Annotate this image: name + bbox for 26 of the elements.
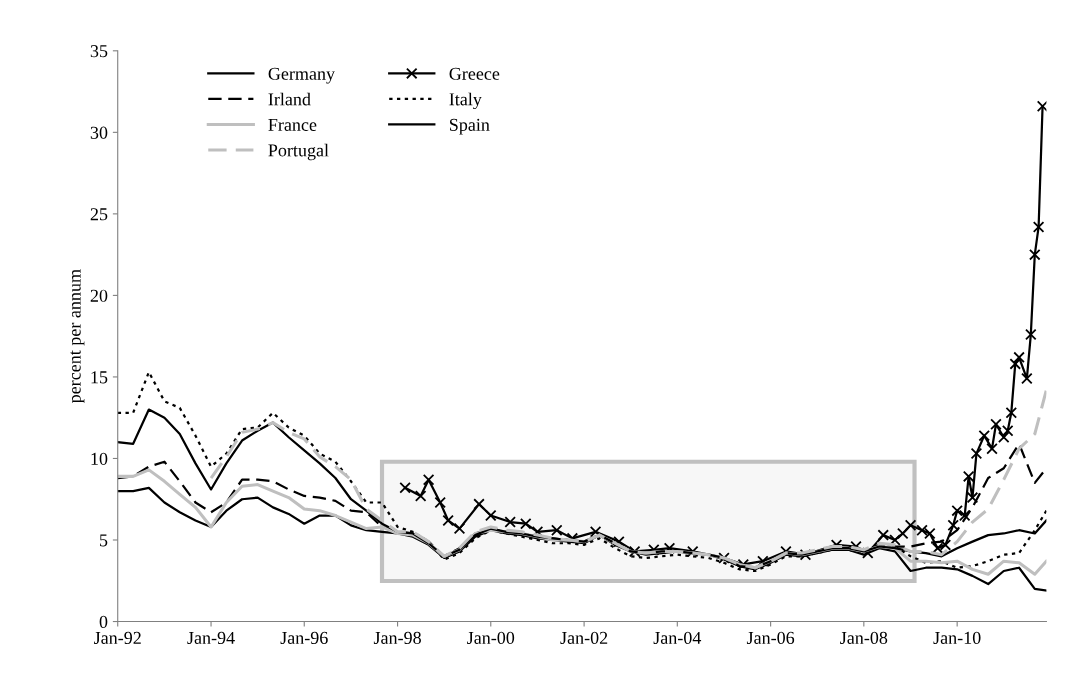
- y-tick-label: 20: [90, 289, 108, 302]
- y-tick-label: 30: [90, 126, 108, 139]
- y-tick-label: 10: [91, 452, 108, 465]
- legend-label: France: [268, 118, 317, 131]
- y-tick-label: 25: [90, 208, 108, 221]
- y-tick-label: 35: [90, 45, 108, 58]
- x-tick-label: Jan-98: [373, 631, 421, 644]
- legend-label: Portugal: [268, 143, 329, 161]
- legend-label: Irland: [268, 92, 311, 106]
- y-axis-title: percent per annum: [70, 269, 85, 404]
- x-tick-label: Jan-00: [467, 631, 515, 644]
- y-tick-label: 0: [99, 615, 108, 628]
- y-tick-label: 5: [100, 534, 108, 547]
- x-tick-label: Jan-96: [280, 631, 328, 644]
- legend-label: Greece: [449, 67, 500, 80]
- x-tick-label: Jan-94: [187, 631, 235, 644]
- x-tick-label: Jan-92: [94, 631, 141, 644]
- x-tick-label: Jan-06: [746, 631, 795, 644]
- y-tick-label: 15: [91, 371, 108, 384]
- x-tick-label: Jan-04: [653, 631, 702, 644]
- legend-label: Italy: [449, 92, 482, 110]
- x-tick-label: Jan-10: [933, 631, 981, 644]
- legend-label: Germany: [268, 67, 335, 84]
- x-tick-label: Jan-08: [840, 631, 888, 644]
- x-tick-label: Jan-02: [560, 631, 608, 644]
- legend-label: Spain: [449, 118, 490, 135]
